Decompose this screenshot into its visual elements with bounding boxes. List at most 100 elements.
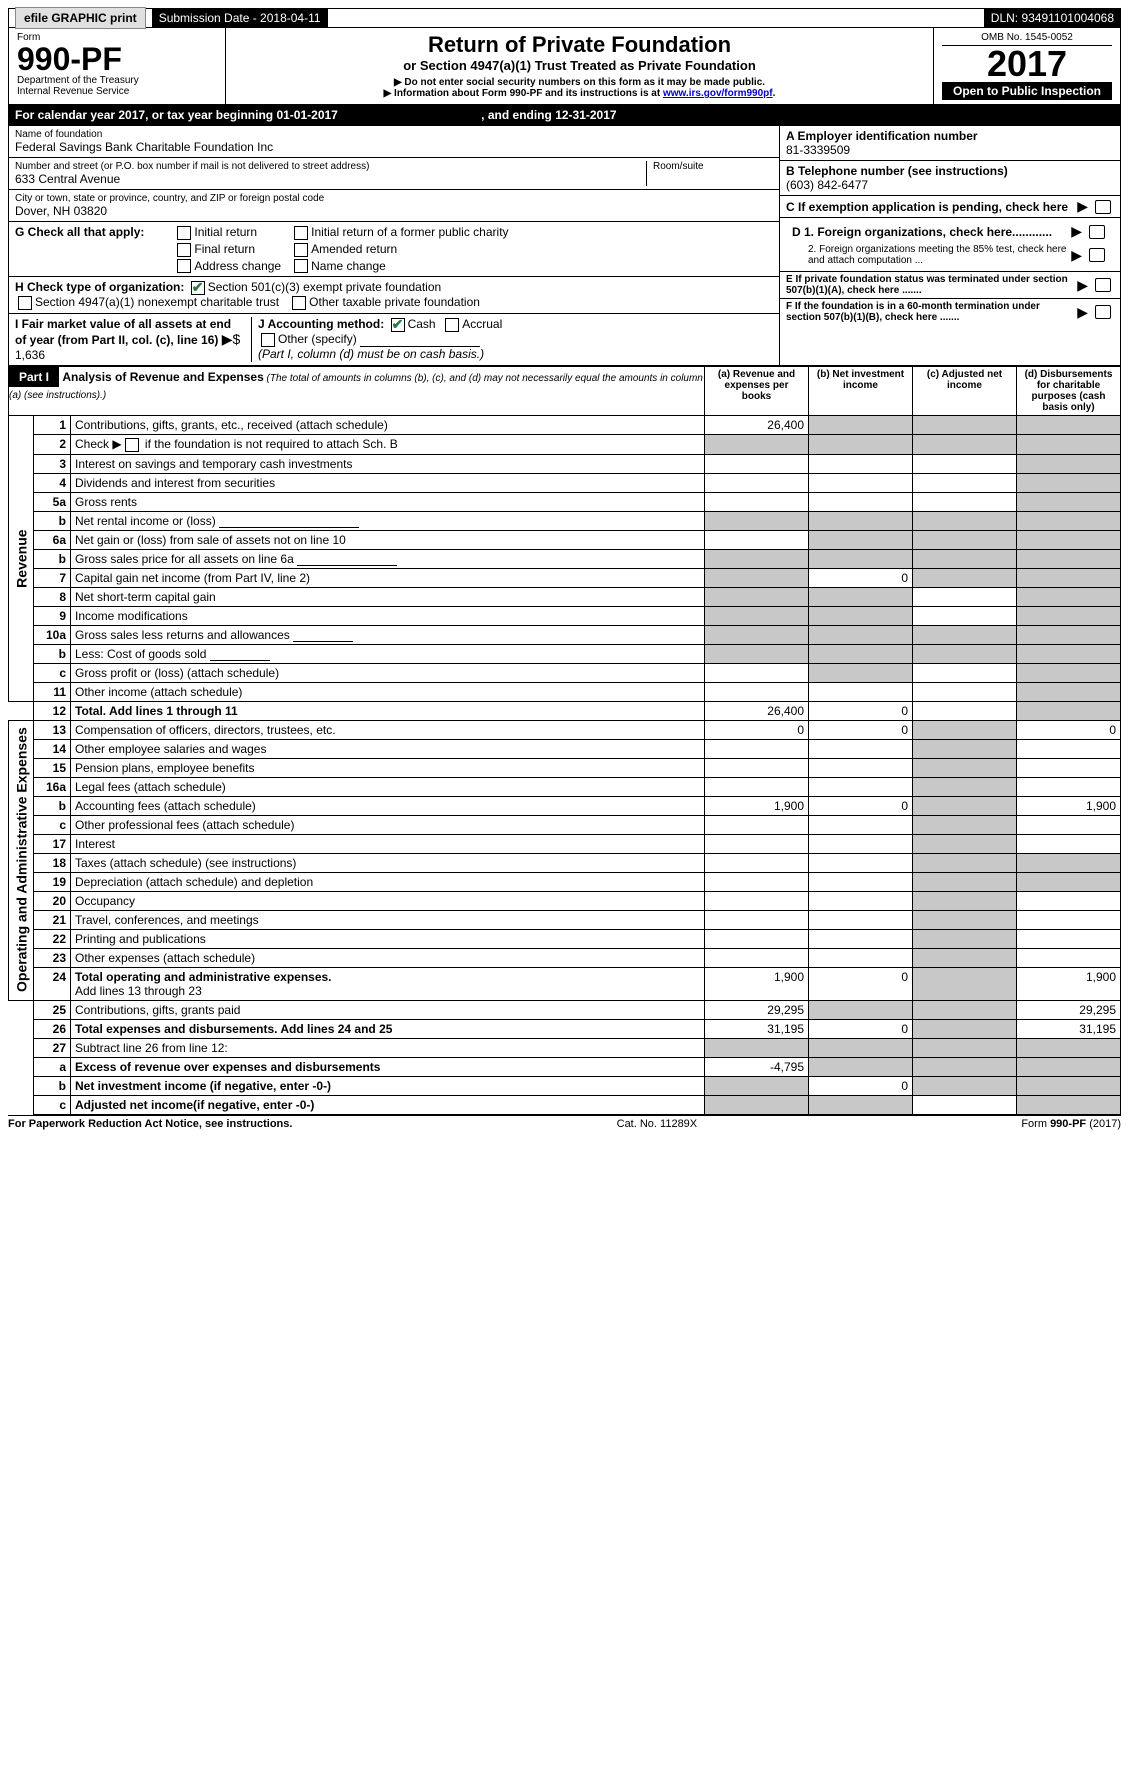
line-desc: Total operating and administrative expen…: [71, 967, 705, 1000]
street-block: Number and street (or P.O. box number if…: [15, 161, 647, 186]
checkbox-initial-former[interactable]: [294, 226, 308, 240]
checkbox-4947[interactable]: [18, 296, 32, 310]
checkbox-accrual[interactable]: [445, 318, 459, 332]
i-label: I Fair market value of all assets at end…: [15, 317, 231, 347]
line-13: Operating and Administrative Expenses 13…: [9, 720, 1121, 739]
l25-d: 29,295: [1017, 1000, 1121, 1019]
arrow-icon: ▶: [1071, 223, 1082, 240]
j-label: J Accounting method:: [258, 317, 384, 331]
line-desc: Total. Add lines 1 through 11: [71, 701, 705, 720]
line-desc: Contributions, gifts, grants paid: [71, 1000, 705, 1019]
line-6b: bGross sales price for all assets on lin…: [9, 549, 1121, 568]
instructions-link[interactable]: www.irs.gov/form990pf: [663, 88, 773, 99]
note-1: ▶ Do not enter social security numbers o…: [234, 77, 925, 88]
checkbox-d1[interactable]: [1089, 225, 1105, 239]
l26-d: 31,195: [1017, 1019, 1121, 1038]
checkbox-f[interactable]: [1095, 305, 1111, 319]
checkbox-final-return[interactable]: [177, 243, 191, 257]
l26-b: 0: [809, 1019, 913, 1038]
part1-header-cell: Part I Analysis of Revenue and Expenses …: [9, 367, 705, 416]
line-desc: Adjusted net income(if negative, enter -…: [71, 1095, 705, 1114]
foundation-name-cell: Name of foundation Federal Savings Bank …: [9, 126, 779, 158]
efile-print-button[interactable]: efile GRAPHIC print: [15, 7, 146, 29]
i-j-row: I Fair market value of all assets at end…: [9, 314, 779, 365]
checkbox-name-change[interactable]: [294, 259, 308, 273]
foundation-name-label: Name of foundation: [15, 129, 773, 140]
line-20: 20Occupancy: [9, 891, 1121, 910]
f-label: F If the foundation is in a 60-month ter…: [786, 301, 1077, 323]
arrow-icon: ▶: [1077, 304, 1088, 321]
line-1: Revenue 1 Contributions, gifts, grants, …: [9, 416, 1121, 435]
line-desc: Gross sales less returns and allowances: [71, 625, 705, 644]
j-block: J Accounting method: Cash Accrual Other …: [252, 317, 773, 361]
checkbox-other-method[interactable]: [261, 333, 275, 347]
checkbox-sch-b[interactable]: [125, 438, 139, 452]
l27b-b: 0: [809, 1076, 913, 1095]
checkbox-amended[interactable]: [294, 243, 308, 257]
line-desc: Excess of revenue over expenses and disb…: [71, 1057, 705, 1076]
line-desc: Other expenses (attach schedule): [71, 948, 705, 967]
line-7: 7Capital gain net income (from Part IV, …: [9, 568, 1121, 587]
line-17: 17Interest: [9, 834, 1121, 853]
revenue-side-label: Revenue: [9, 416, 34, 702]
note-2: ▶ Information about Form 990-PF and its …: [234, 88, 925, 99]
checkbox-initial-return[interactable]: [177, 226, 191, 240]
l16b-a: 1,900: [705, 796, 809, 815]
line-desc: Net investment income (if negative, ente…: [71, 1076, 705, 1095]
line-desc: Taxes (attach schedule) (see instruction…: [71, 853, 705, 872]
city-label: City or town, state or province, country…: [15, 193, 773, 204]
line-2: 2 Check ▶ if the foundation is not requi…: [9, 435, 1121, 455]
line-14: 14Other employee salaries and wages: [9, 739, 1121, 758]
l12-a: 26,400: [705, 701, 809, 720]
form-title-center: Return of Private Foundation or Section …: [226, 28, 934, 104]
line-desc: Gross rents: [71, 492, 705, 511]
line-27b: bNet investment income (if negative, ent…: [9, 1076, 1121, 1095]
checkbox-other-taxable[interactable]: [292, 296, 306, 310]
line-desc: Other professional fees (attach schedule…: [71, 815, 705, 834]
line-desc: Gross profit or (loss) (attach schedule): [71, 663, 705, 682]
phone-cell: B Telephone number (see instructions) (6…: [780, 161, 1120, 196]
g-label: G Check all that apply:: [15, 225, 144, 239]
ein-label: A Employer identification number: [786, 129, 1114, 143]
l1-c: [913, 416, 1017, 435]
c-exemption-cell: C If exemption application is pending, c…: [780, 196, 1120, 218]
line-26: 26Total expenses and disbursements. Add …: [9, 1019, 1121, 1038]
checkbox-c[interactable]: [1095, 200, 1111, 214]
line-5a: 5aGross rents: [9, 492, 1121, 511]
checkbox-cash[interactable]: [391, 318, 405, 332]
part1-label: Part I: [9, 367, 59, 387]
footer-right: Form 990-PF (2017): [1021, 1118, 1121, 1130]
expenses-side-label: Operating and Administrative Expenses: [9, 720, 34, 1000]
col-a-header: (a) Revenue and expenses per books: [705, 367, 809, 416]
line-desc: Interest: [71, 834, 705, 853]
line-desc: Interest on savings and temporary cash i…: [71, 454, 705, 473]
form-number: 990-PF: [17, 43, 217, 75]
line-22: 22Printing and publications: [9, 929, 1121, 948]
h-check-row: H Check type of organization: Section 50…: [9, 277, 779, 314]
checkbox-e[interactable]: [1095, 278, 1111, 292]
form-title-block: Form 990-PF Department of the Treasury I…: [8, 28, 1121, 105]
line-desc: Occupancy: [71, 891, 705, 910]
i-block: I Fair market value of all assets at end…: [15, 317, 252, 362]
line-16c: cOther professional fees (attach schedul…: [9, 815, 1121, 834]
line-desc: Capital gain net income (from Part IV, l…: [71, 568, 705, 587]
l24-d: 1,900: [1017, 967, 1121, 1000]
l1-a: 26,400: [705, 416, 809, 435]
g-final-return: Final return: [174, 242, 281, 257]
checkbox-501c3[interactable]: [191, 281, 205, 295]
line-21: 21Travel, conferences, and meetings: [9, 910, 1121, 929]
main-title: Return of Private Foundation: [234, 32, 925, 58]
l13-b: 0: [809, 720, 913, 739]
info-left-column: Name of foundation Federal Savings Bank …: [9, 126, 780, 365]
checkbox-d2[interactable]: [1089, 248, 1105, 262]
checkbox-address-change[interactable]: [177, 259, 191, 273]
line-desc: Depreciation (attach schedule) and deple…: [71, 872, 705, 891]
phone-label: B Telephone number (see instructions): [786, 164, 1114, 178]
line-desc: Subtract line 26 from line 12:: [71, 1038, 705, 1057]
l27a-a: -4,795: [705, 1057, 809, 1076]
line-16a: 16aLegal fees (attach schedule): [9, 777, 1121, 796]
form-year-block: OMB No. 1545-0052 2017 Open to Public In…: [934, 28, 1120, 104]
submission-date: Submission Date - 2018-04-11: [153, 9, 328, 27]
city-value: Dover, NH 03820: [15, 204, 773, 218]
l13-a: 0: [705, 720, 809, 739]
